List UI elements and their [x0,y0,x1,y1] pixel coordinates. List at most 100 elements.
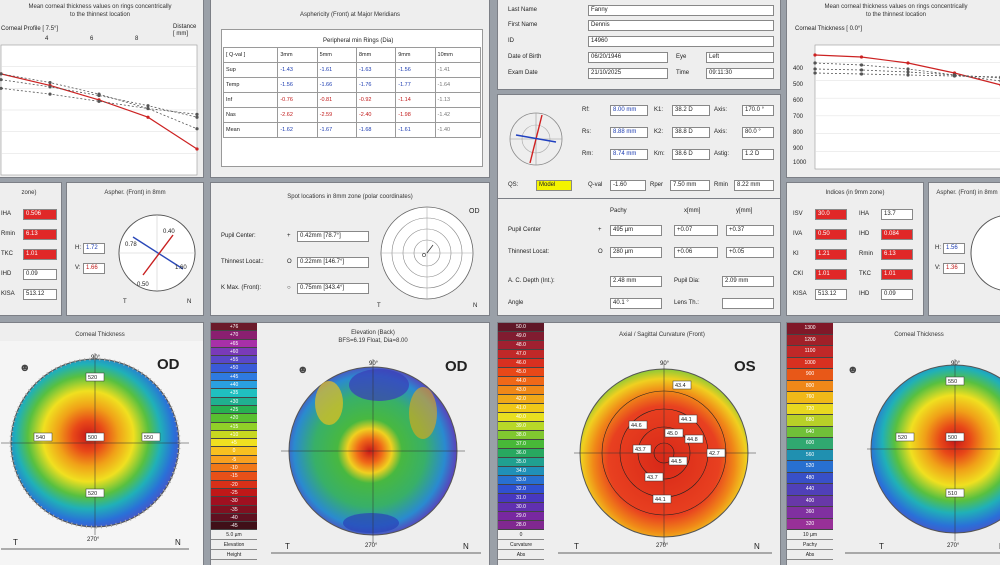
kera-value[interactable]: 8.00 mm [610,105,648,116]
pupil-row-symbol: + [598,227,602,233]
last-name-field[interactable]: Fanny [588,5,774,16]
dob-field[interactable]: 06/20/1946 [588,52,668,63]
map-value-label: 520 [898,435,907,441]
table-cell: -0.92 [355,92,397,108]
h-label: H: [75,245,81,251]
kera-value[interactable]: 38.2 D [672,105,710,116]
pachy-field[interactable]: 280 µm [610,247,662,258]
svg-text:☻: ☻ [847,364,859,376]
t-label: T [13,538,18,547]
spot-value[interactable]: 0.75mm [343.4°] [297,283,369,294]
scale-footer[interactable]: Abs [787,550,833,560]
kera-value[interactable]: 38.8 D [672,127,710,138]
scale-footer[interactable]: Pachy [787,540,833,550]
index-value[interactable]: 1.01 [881,269,913,280]
index-value[interactable]: 1.21 [815,249,847,260]
scale-step: 50.0 [498,323,544,332]
qs-value[interactable]: Model [536,180,572,191]
lens-th-field[interactable] [722,298,774,309]
index-value[interactable]: 1.01 [815,269,847,280]
row-label: Inf [222,92,279,108]
kera-value[interactable]: 170.0 ° [742,105,774,116]
index-value[interactable]: 0.50 [815,229,847,240]
spot-value[interactable]: 0.22mm [146.7°] [297,257,369,268]
y-field[interactable]: +0.05 [726,247,774,258]
map-value-box [668,456,688,466]
time-field[interactable]: 09:11:30 [706,68,774,79]
scale-footer[interactable]: Elevation [211,540,257,551]
first-name-field[interactable]: Dennis [588,20,774,31]
first-name-label: First Name [508,22,538,28]
scale-footer[interactable]: 0 [498,530,544,540]
v-field[interactable]: 1.36 [943,263,965,274]
index-label: IVA [793,231,803,237]
index-value[interactable]: 1.01 [23,249,57,260]
x-field[interactable]: +0.07 [674,225,718,236]
kera-value[interactable]: 1.2 D [742,149,774,160]
scale-step: 35.0 [498,458,544,467]
exam-date-field[interactable]: 21/10/2025 [588,68,668,79]
index-value[interactable]: 6.13 [23,229,57,240]
kera-value[interactable]: 8.88 mm [610,127,648,138]
spot-value[interactable]: 0.42mm [78.7°] [297,231,369,242]
index-value[interactable]: 30.0 [815,209,847,220]
pupil-dia-field[interactable]: 2.09 mm [722,276,774,287]
table-cell: -0.76 [277,92,318,108]
deg-bottom: 270° [87,537,100,543]
scale-footer[interactable]: Curvature [498,540,544,550]
angle-label: Angle [508,300,524,306]
eye-field[interactable]: Left [706,52,774,63]
index-value[interactable]: 513.12 [23,289,57,300]
kera-value[interactable]: 80.0 ° [742,127,774,138]
index-value[interactable]: 6.13 [881,249,913,260]
index-value[interactable]: 513.12 [815,289,847,300]
index-value[interactable]: 0.084 [881,229,913,240]
svg-text:☻: ☻ [19,362,31,374]
map-corneal-thickness-right: 1300 1200 1100 1000 900 800 760 720 680 640 600 560… [786,322,1000,565]
scale-footer[interactable]: 10 µm [787,530,833,540]
rmin-field[interactable]: 8.22 mm [734,180,774,191]
pupil-row-label: Thinnest Locat: [508,249,550,255]
kera-label: K2: [654,129,664,135]
v-field[interactable]: 1.66 [83,263,105,274]
scale-step: 1300 [787,323,833,335]
patient-info-panel: Last Name Fanny First Name Dennis ID 149… [497,0,781,90]
thickness-graph-right-title: Mean corneal thickness values on rings c… [787,3,1000,19]
acd-field[interactable]: 2.48 mm [610,276,662,287]
x-field[interactable]: +0.06 [674,247,718,258]
table-cell: -2.59 [316,107,357,123]
angle-field[interactable]: 40.1 ° [610,298,662,309]
rper-field[interactable]: 7.50 mm [670,180,710,191]
id-field[interactable]: 14960 [588,36,774,47]
qval-field[interactable]: -1.60 [610,180,646,191]
index-label: IHA [1,211,12,217]
y-field[interactable]: +0.37 [726,225,774,236]
kera-value[interactable]: 38.6 D [672,149,710,160]
scale-step: 800 [787,380,833,392]
h-field[interactable]: 1.72 [83,243,105,254]
index-value[interactable]: 13.7 [881,209,913,220]
data-point [97,99,101,103]
row-label: Temp [222,77,279,93]
n-label: N [754,542,760,551]
scale-footer[interactable]: 5.0 µm [211,530,257,541]
table-header: 5mm [316,47,357,63]
scale-footer[interactable]: Height [211,550,257,561]
index-value[interactable]: 0.09 [23,269,57,280]
scale-step: 900 [787,369,833,381]
asphericity-panel: Asphericity (Front) at Major Meridians P… [210,0,490,178]
index-value[interactable]: 0.506 [23,209,57,220]
pachy-field[interactable]: 495 µm [610,225,662,236]
scale-footer[interactable]: Abs [498,550,544,560]
kera-value[interactable]: 8.74 mm [610,149,648,160]
scale-step: 34.0 [498,467,544,476]
y-tick: 600 [793,98,804,104]
thickness-line-chart [0,44,199,176]
index-value[interactable]: 0.09 [881,289,913,300]
y-tick: 800 [793,130,804,136]
color-scale: 1300 1200 1100 1000 900 800 760 720 680 640 600 560… [787,323,833,560]
astig-diagram [509,112,563,166]
h-field[interactable]: 1.56 [943,243,965,254]
map-value-box [141,432,161,442]
map-elevation-back: +76 +70 +65 +60 +55 +50 +45 +40 +35 +30 +25 +20 +15 +… [210,322,490,565]
